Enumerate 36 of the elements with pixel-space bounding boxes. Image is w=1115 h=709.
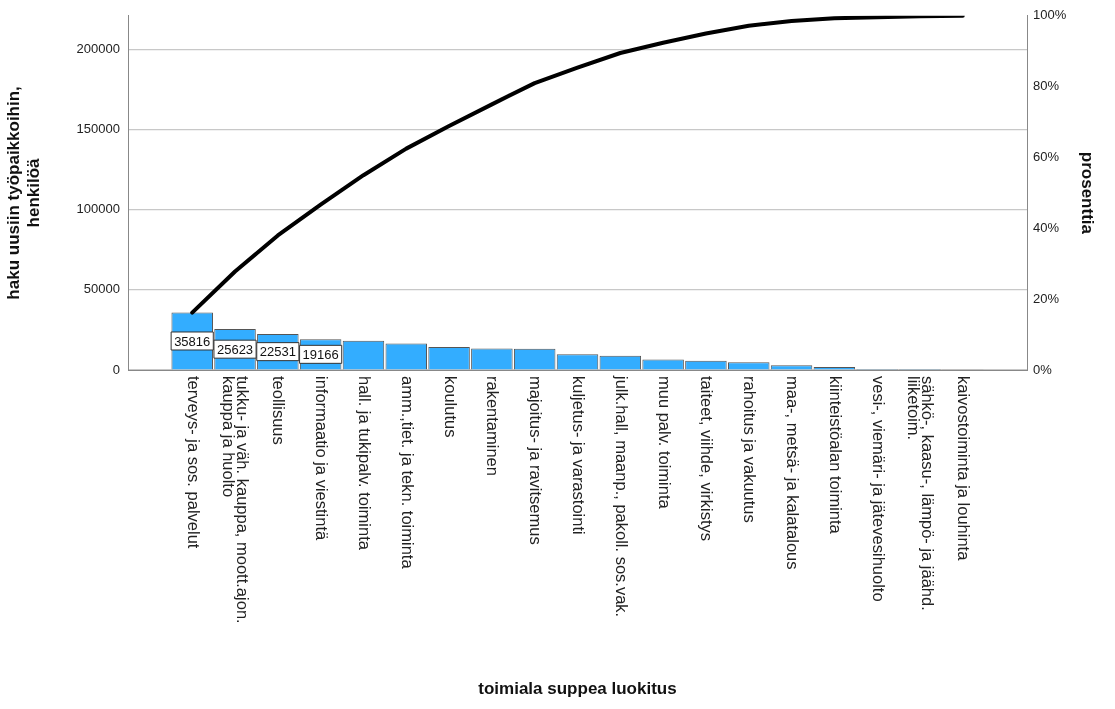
- y2-tick-label: 100%: [1033, 7, 1067, 23]
- x-tick-label: vesi-, viemäri- ja jätevesihuolto: [869, 376, 888, 602]
- x-tick-label: kiinteistöalan toiminta: [826, 376, 845, 535]
- x-tick-label: hall. ja tukipalv. toiminta: [355, 376, 374, 551]
- x-tick-label: sähkö-, kaasu-, lämpö- ja jäähd. liiketoim.: [905, 376, 938, 611]
- x-tick-label: julk.hall, maanp., pakoll. sos.vak.: [612, 375, 631, 618]
- y-tick-label: 0: [112, 361, 120, 377]
- x-tick-label: kaivostoiminta ja louhinta: [955, 376, 974, 562]
- y-tick-label: 100000: [76, 201, 120, 217]
- x-axis-title: toimiala suppea luokitus: [478, 679, 677, 699]
- y-tick-label: 200000: [76, 41, 120, 57]
- y2-tick-label: 20%: [1033, 290, 1060, 306]
- y2-tick-label: 60%: [1033, 149, 1060, 165]
- x-tick-label: kuljetus- ja varastointi: [569, 376, 588, 535]
- y2-tick-label: 80%: [1033, 78, 1060, 94]
- x-tick-label: rakentaminen: [484, 376, 503, 476]
- x-tick-label: teollisuus: [270, 376, 289, 445]
- x-tick-label: taiteet, viihde, virkistys: [698, 376, 717, 542]
- y-tick-label: 150000: [76, 121, 120, 137]
- y2-axis-title: prosenttia: [1078, 151, 1098, 235]
- data-label: 35816: [174, 333, 211, 349]
- x-tick-label: rahoitus ja vakuutus: [741, 376, 760, 523]
- x-tick-label: amm.,tiet. ja tekn. toiminta: [398, 376, 417, 570]
- x-tick-label: muu palv. toiminta: [655, 376, 674, 510]
- x-tick-label: maa-, metsä- ja kalatalous: [784, 376, 802, 570]
- y-tick-label: 50000: [83, 281, 120, 297]
- y2-tick-label: 40%: [1033, 219, 1060, 235]
- data-label: 19166: [302, 346, 339, 362]
- x-tick-label: terveys- ja sos. palvelut: [184, 376, 203, 549]
- x-tick-label: informaatio ja viestintä: [313, 376, 332, 541]
- data-label: 22531: [259, 344, 296, 360]
- x-tick-label: majoitus- ja ravitsemus: [527, 376, 546, 545]
- y2-tick-label: 0%: [1033, 361, 1053, 377]
- y-axis-title: haku uusiin työpaikkoihin, henkilöä: [3, 86, 44, 300]
- x-tick-label: koulutus: [441, 376, 460, 438]
- data-label: 25623: [216, 341, 254, 357]
